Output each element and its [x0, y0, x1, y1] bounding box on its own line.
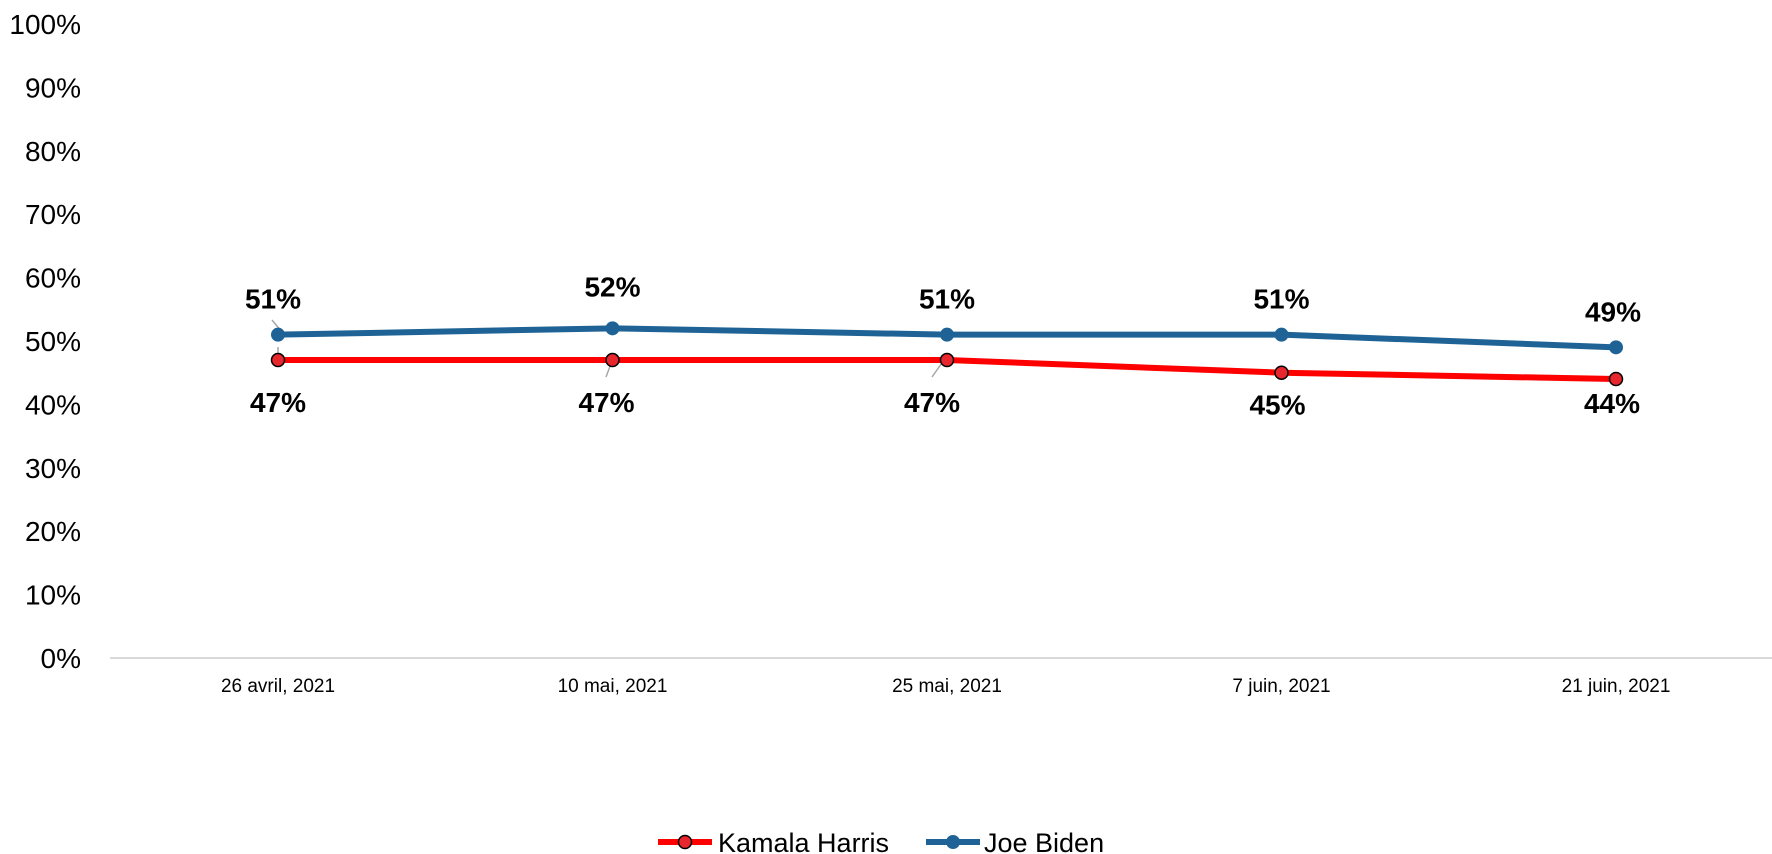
- legend-label-kamala-harris: Kamala Harris: [718, 828, 889, 854]
- legend-label-joe-biden: Joe Biden: [984, 828, 1104, 854]
- data-label-kamala-harris: 45%: [1249, 390, 1305, 421]
- y-tick-label: 100%: [9, 9, 81, 40]
- y-tick-label: 0%: [41, 643, 81, 674]
- y-tick-label: 80%: [25, 136, 81, 167]
- data-label-joe-biden: 51%: [1253, 284, 1309, 315]
- y-tick-label: 70%: [25, 199, 81, 230]
- y-tick-label: 60%: [25, 263, 81, 294]
- data-point-kamala-harris: [1608, 371, 1624, 387]
- y-axis-ticks: 0% 10% 20% 30% 40% 50% 60% 70% 80% 90% 100%: [9, 9, 81, 674]
- x-axis-ticks: 26 avril, 2021 10 mai, 2021 25 mai, 2021 7 …: [221, 676, 1670, 697]
- y-tick-label: 40%: [25, 389, 81, 420]
- data-labels: 47% 47% 47% 45% 44% 51% 52% 51% 51% 49%: [245, 271, 1641, 420]
- x-tick-label: 26 avril, 2021: [221, 676, 335, 697]
- y-tick-label: 90%: [25, 72, 81, 103]
- y-tick-label: 20%: [25, 516, 81, 547]
- data-label-joe-biden: 51%: [245, 284, 301, 315]
- data-point-joe-biden: [940, 327, 954, 342]
- data-point-joe-biden: [605, 321, 620, 336]
- data-point-joe-biden: [271, 327, 285, 342]
- data-label-joe-biden: 51%: [919, 284, 975, 315]
- x-tick-label: 21 juin, 2021: [1562, 676, 1671, 697]
- data-label-kamala-harris: 44%: [1584, 388, 1640, 419]
- series-points: [270, 321, 1624, 387]
- legend-swatch-marker-joe-biden: [946, 835, 960, 849]
- data-point-kamala-harris: [1274, 365, 1289, 380]
- data-point-kamala-harris: [605, 352, 620, 368]
- legend: Kamala Harris Joe Biden: [658, 828, 1104, 854]
- y-tick-label: 30%: [25, 453, 81, 484]
- y-tick-label: 50%: [25, 326, 81, 357]
- data-label-joe-biden: 52%: [584, 271, 640, 302]
- data-point-joe-biden: [1274, 327, 1289, 342]
- data-label-kamala-harris: 47%: [578, 387, 634, 418]
- y-tick-label: 10%: [25, 580, 81, 611]
- legend-swatch-marker-kamala-harris: [677, 834, 693, 850]
- x-tick-label: 25 mai, 2021: [892, 676, 1002, 697]
- x-tick-label: 10 mai, 2021: [558, 676, 668, 697]
- data-label-joe-biden: 49%: [1585, 296, 1641, 327]
- data-label-kamala-harris: 47%: [904, 387, 960, 418]
- data-label-kamala-harris: 47%: [250, 387, 306, 418]
- data-point-joe-biden: [1609, 340, 1623, 355]
- data-point-kamala-harris: [939, 352, 955, 368]
- x-tick-label: 7 juin, 2021: [1232, 676, 1330, 697]
- data-point-kamala-harris: [270, 352, 286, 368]
